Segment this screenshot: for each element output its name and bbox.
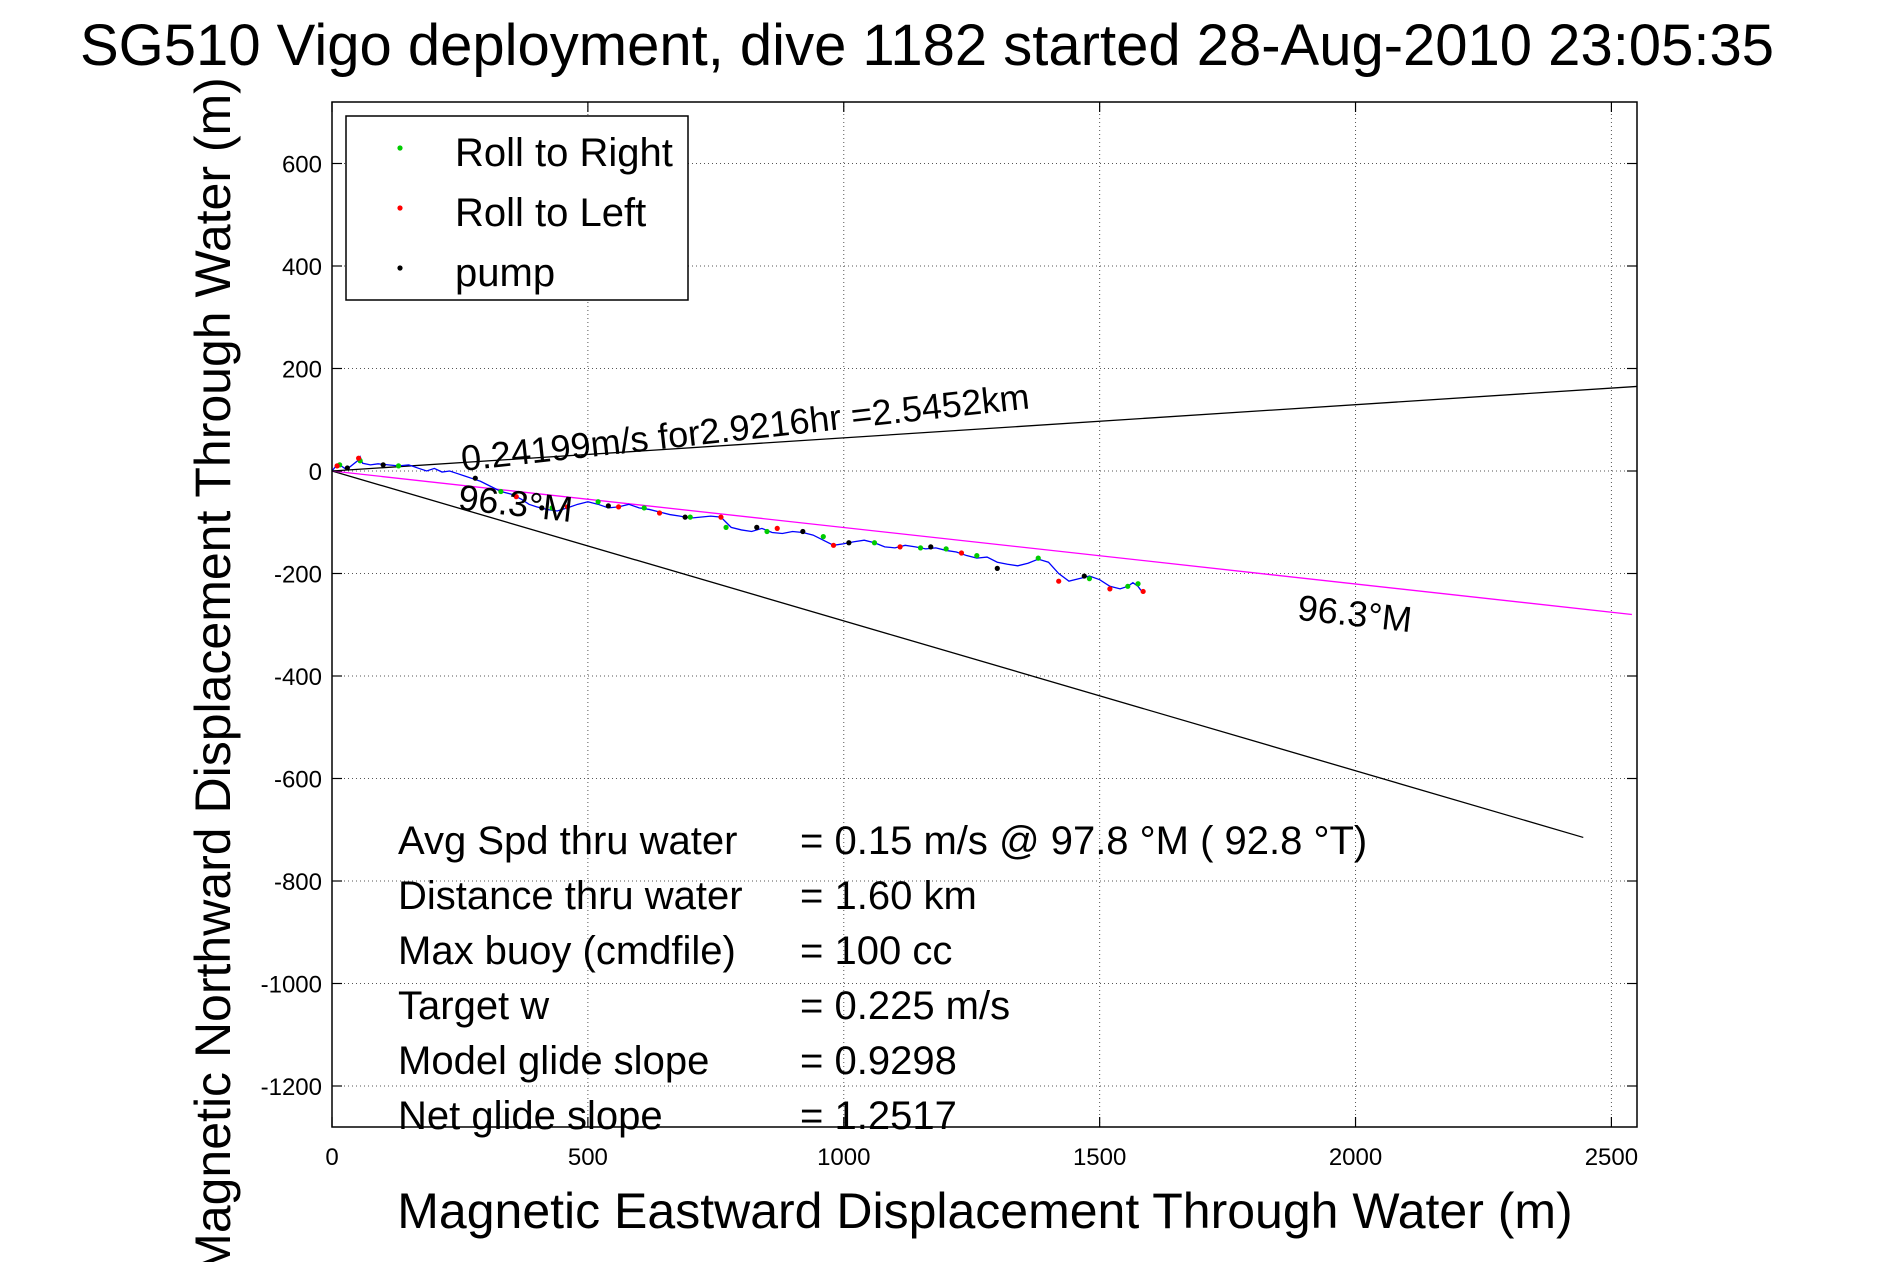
y-tick-label: -600 — [274, 767, 322, 794]
series-point — [498, 488, 504, 495]
reference-lines — [331, 385, 1638, 839]
series-point — [1135, 581, 1141, 587]
series-point — [656, 510, 663, 516]
series-point — [356, 455, 362, 461]
series-point — [830, 542, 837, 548]
series-point — [334, 463, 340, 469]
legend-label: pump — [455, 251, 555, 295]
series-point — [774, 525, 780, 532]
y-tick-label: 0 — [309, 459, 322, 486]
series-point — [687, 514, 693, 520]
stats-block: Avg Spd thru water = 0.15 m/s @ 97.8 °M (… — [398, 819, 1367, 1138]
series-point — [974, 552, 980, 559]
series-point — [764, 528, 770, 535]
series-point — [641, 505, 647, 511]
stat-value: = 0.9298 — [800, 1039, 957, 1083]
series-point — [380, 462, 386, 468]
series-point — [820, 534, 826, 540]
series-point — [472, 475, 478, 481]
series-point — [1107, 586, 1113, 592]
y-axis-label: Magnetic Northward Displacement Through … — [185, 77, 241, 1262]
series-point — [1125, 583, 1131, 589]
y-tick-label: -800 — [274, 869, 322, 896]
stat-label: Model glide slope — [398, 1039, 709, 1083]
y-tick-label: 200 — [282, 357, 322, 384]
stat-label: Net glide slope — [398, 1094, 663, 1138]
stat-label: Distance thru water — [398, 874, 743, 918]
series-point — [958, 550, 965, 556]
series-point — [943, 546, 949, 552]
stat-value: = 0.15 m/s @ 97.8 °M ( 92.8 °T) — [800, 819, 1367, 863]
track-line — [331, 455, 1144, 592]
series-point — [549, 505, 555, 511]
series-point — [718, 514, 724, 520]
y-tick-label: -1200 — [261, 1074, 322, 1101]
stat-value: = 0.225 m/s — [800, 984, 1010, 1028]
series-point — [595, 499, 601, 505]
y-tick-label: -400 — [274, 664, 322, 691]
series-point — [800, 528, 806, 535]
stat-value: = 100 cc — [800, 929, 952, 973]
legend-label: Roll to Right — [455, 131, 673, 175]
y-tick-label: -1000 — [261, 972, 322, 999]
legend-marker — [397, 205, 403, 211]
series-point — [682, 514, 688, 520]
stat-label: Target w — [398, 984, 549, 1028]
x-tick-label: 1500 — [1073, 1144, 1126, 1171]
series-point — [564, 504, 571, 510]
series-point — [754, 524, 760, 530]
x-tick-label: 1000 — [817, 1144, 870, 1171]
series-point — [344, 465, 350, 471]
x-tick-label: 0 — [325, 1144, 338, 1171]
stat-value: = 1.60 km — [800, 874, 977, 918]
y-tick-label: 600 — [282, 152, 322, 179]
legend-marker — [397, 265, 403, 271]
chart-title: SG510 Vigo deployment, dive 1182 started… — [80, 13, 1774, 78]
ticks: 0 500 1000 1500 2000 25006004002000-200-400-6… — [261, 102, 1638, 1171]
series-point — [1140, 588, 1146, 595]
series-point — [846, 540, 852, 546]
reference-line — [331, 470, 1632, 616]
series-point — [1086, 576, 1093, 582]
series-point — [605, 503, 611, 509]
series-point — [1056, 578, 1062, 584]
legend: Roll to Right Roll to Left pump — [345, 115, 689, 301]
x-axis-label: Magnetic Eastward Displacement Through W… — [397, 1183, 1572, 1239]
series-point — [928, 544, 934, 550]
series-point — [723, 524, 729, 530]
series-point — [917, 545, 924, 551]
series-point — [615, 504, 622, 510]
legend-box — [345, 115, 689, 301]
series-layer — [331, 455, 1146, 595]
y-tick-label: 400 — [282, 254, 322, 281]
x-tick-label: 2500 — [1585, 1144, 1638, 1171]
reference-line — [331, 470, 1584, 839]
stat-label: Avg Spd thru water — [398, 819, 737, 863]
stat-label: Max buoy (cmdfile) — [398, 929, 736, 973]
series-point — [539, 505, 545, 511]
legend-label: Roll to Left — [455, 191, 646, 235]
series-point — [1035, 555, 1041, 561]
series-point — [513, 494, 519, 500]
series-point — [871, 540, 878, 546]
x-tick-label: 2000 — [1329, 1144, 1382, 1171]
plot-frame — [331, 101, 1638, 1128]
series-point — [395, 463, 402, 469]
series-point — [994, 565, 1000, 571]
series-point — [897, 544, 903, 550]
series-point — [1081, 573, 1087, 579]
legend-marker — [397, 145, 403, 151]
x-tick-label: 500 — [568, 1144, 608, 1171]
y-tick-label: -200 — [274, 562, 322, 589]
reference-line — [331, 385, 1638, 472]
stat-value: = 1.2517 — [800, 1094, 957, 1138]
